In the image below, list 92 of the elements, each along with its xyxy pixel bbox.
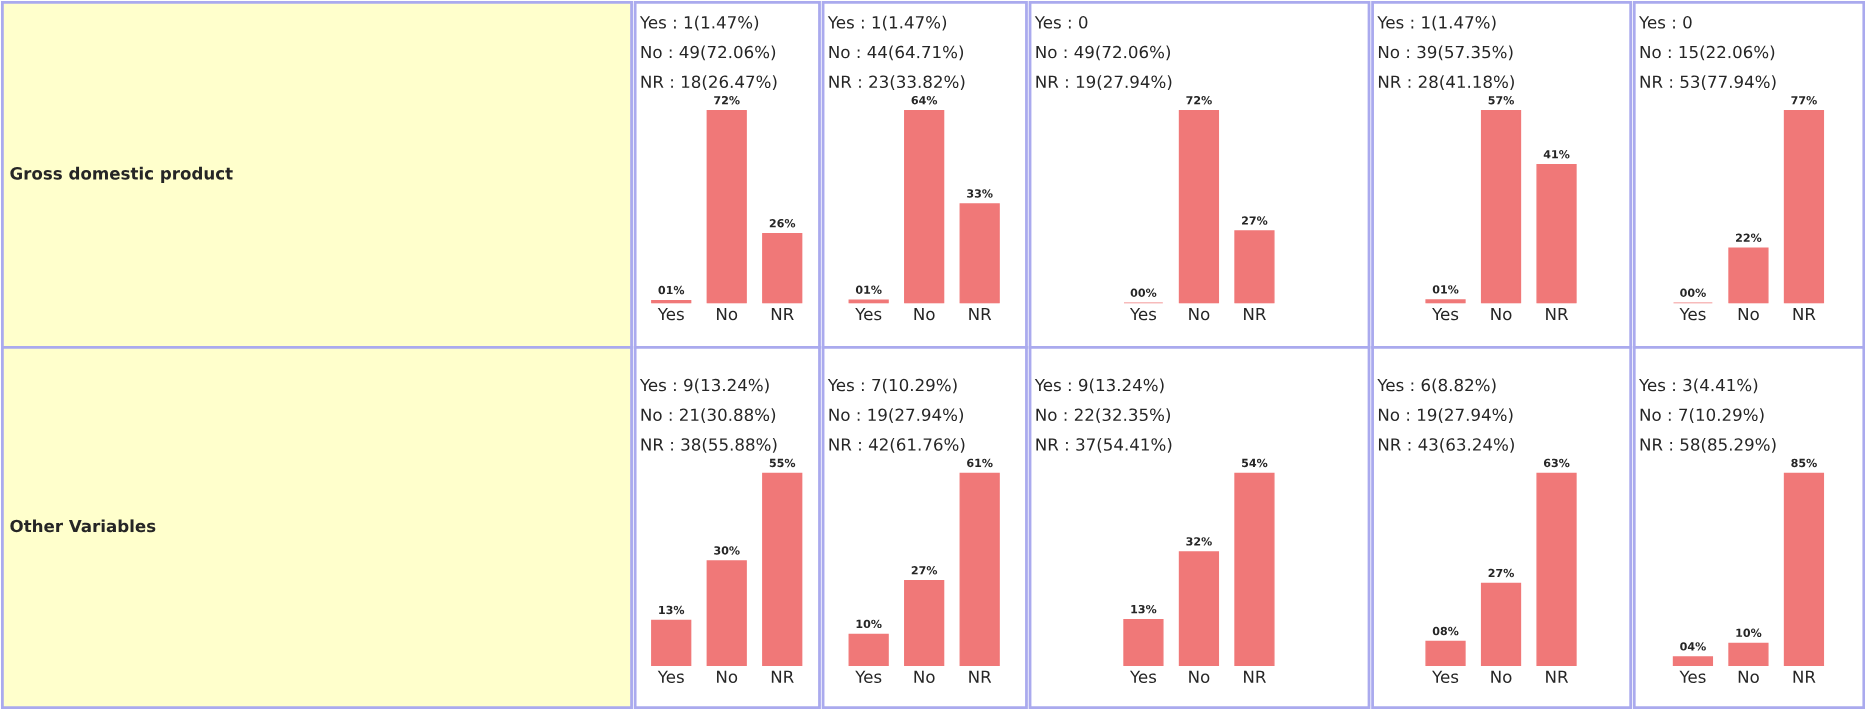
data-label: 61% bbox=[967, 458, 993, 468]
x-tick-label: NR bbox=[1546, 307, 1569, 321]
data-label: 00% bbox=[1680, 288, 1706, 297]
x-tick-label: Yes bbox=[1679, 670, 1706, 684]
data-label: 64% bbox=[911, 95, 938, 105]
data-label: 27% bbox=[1488, 568, 1514, 578]
text: NR : 19(27.94%) bbox=[1036, 75, 1172, 91]
data-label: 32% bbox=[1186, 537, 1212, 546]
x-tick-label: Yes bbox=[855, 670, 882, 684]
text: Other Variables bbox=[10, 519, 156, 533]
text: Yes : 9(13.24%) bbox=[639, 378, 769, 394]
data-label: 55% bbox=[769, 458, 796, 468]
data-label: 00% bbox=[1130, 288, 1157, 297]
x-tick-label: Yes bbox=[657, 670, 684, 684]
text: No : 19(27.94%) bbox=[1378, 408, 1513, 424]
data-label: 01% bbox=[855, 285, 882, 294]
text: Yes : 0 bbox=[1034, 16, 1088, 29]
x-tick-label: Yes bbox=[1679, 307, 1706, 321]
data-label: 33% bbox=[967, 189, 993, 198]
x-tick-label: NR bbox=[969, 307, 992, 321]
data-label: 22% bbox=[1736, 233, 1762, 242]
text: Yes : 7(10.29%) bbox=[827, 378, 957, 394]
data-label: 10% bbox=[1736, 628, 1762, 638]
data-label: 08% bbox=[1432, 626, 1459, 636]
data-label: 26% bbox=[769, 219, 796, 228]
data-label: 77% bbox=[1791, 95, 1817, 105]
text: No : 19(27.94%) bbox=[829, 408, 964, 424]
text: No : 44(64.71%) bbox=[829, 45, 964, 61]
x-tick-label: Yes bbox=[1432, 307, 1459, 321]
x-tick-label: Yes bbox=[657, 307, 684, 321]
data-label: 27% bbox=[1242, 216, 1268, 225]
data-label: 41% bbox=[1543, 150, 1570, 159]
x-tick-label: No bbox=[1491, 307, 1512, 321]
data-label: 54% bbox=[1241, 458, 1268, 468]
text: Gross domestic product bbox=[10, 166, 233, 183]
text: No : 39(57.35%) bbox=[1378, 45, 1513, 61]
text: No : 15(22.06%) bbox=[1640, 45, 1775, 61]
x-tick-label: No bbox=[914, 670, 935, 684]
text: Yes : 1(1.47%) bbox=[827, 15, 947, 31]
text: NR : 38(55.88%) bbox=[641, 437, 777, 453]
text: NR : 18(26.47%) bbox=[641, 75, 777, 91]
x-tick-label: NR bbox=[969, 670, 992, 683]
text: Yes : 6(8.82%) bbox=[1377, 378, 1496, 394]
data-label: 72% bbox=[714, 95, 740, 105]
text: NR : 42(61.76%) bbox=[829, 437, 965, 453]
x-tick-label: No bbox=[717, 307, 738, 321]
data-label: 30% bbox=[714, 546, 740, 555]
text: No : 7(10.29%) bbox=[1640, 408, 1764, 424]
x-tick-label: No bbox=[717, 670, 738, 684]
x-tick-label: Yes bbox=[1432, 670, 1459, 684]
text: No : 22(32.35%) bbox=[1036, 408, 1170, 424]
text: NR : 53(77.94%) bbox=[1640, 75, 1776, 91]
text: NR : 23(33.82%) bbox=[829, 75, 965, 91]
text: No : 49(72.06%) bbox=[641, 45, 776, 61]
data-label: 04% bbox=[1680, 642, 1706, 651]
x-tick-label: No bbox=[914, 307, 935, 321]
text: NR : 58(85.29%) bbox=[1640, 437, 1776, 453]
x-tick-label: Yes bbox=[1129, 307, 1157, 321]
text: No : 49(72.06%) bbox=[1036, 45, 1170, 61]
x-tick-label: No bbox=[1491, 670, 1512, 684]
x-tick-label: No bbox=[1738, 307, 1759, 321]
text: Yes : 9(13.24%) bbox=[1034, 378, 1164, 394]
data-label: 57% bbox=[1488, 95, 1514, 105]
x-tick-label: No bbox=[1738, 670, 1759, 684]
text: Yes : 1(1.47%) bbox=[639, 15, 759, 31]
x-tick-label: Yes bbox=[855, 307, 882, 321]
data-label: 13% bbox=[1131, 604, 1157, 614]
text: Yes : 3(4.41%) bbox=[1638, 378, 1758, 394]
x-tick-label: NR bbox=[1793, 670, 1816, 683]
data-label: 01% bbox=[1432, 285, 1459, 294]
data-label: 13% bbox=[659, 605, 685, 615]
text: Yes : 0 bbox=[1638, 16, 1692, 29]
x-tick-label: NR bbox=[771, 307, 794, 321]
x-tick-label: NR bbox=[1244, 307, 1266, 321]
data-label: 72% bbox=[1186, 95, 1212, 105]
x-tick-label: No bbox=[1189, 307, 1210, 321]
data-label: 10% bbox=[856, 619, 882, 629]
data-label: 27% bbox=[911, 566, 938, 575]
data-label: 85% bbox=[1791, 458, 1817, 468]
text: NR : 37(54.41%) bbox=[1036, 437, 1172, 453]
x-tick-label: Yes bbox=[1129, 670, 1157, 684]
text: NR : 28(41.18%) bbox=[1378, 75, 1514, 91]
data-label: 01% bbox=[658, 285, 685, 295]
text: Yes : 1(1.47%) bbox=[1377, 15, 1496, 31]
data-label: 63% bbox=[1543, 458, 1570, 468]
x-tick-label: NR bbox=[1244, 670, 1266, 683]
x-tick-label: NR bbox=[1546, 670, 1569, 683]
text: No : 21(30.88%) bbox=[641, 408, 776, 424]
x-tick-label: NR bbox=[771, 670, 794, 683]
text: NR : 43(63.24%) bbox=[1378, 437, 1514, 453]
x-tick-label: No bbox=[1189, 670, 1210, 684]
x-tick-label: NR bbox=[1793, 307, 1816, 321]
